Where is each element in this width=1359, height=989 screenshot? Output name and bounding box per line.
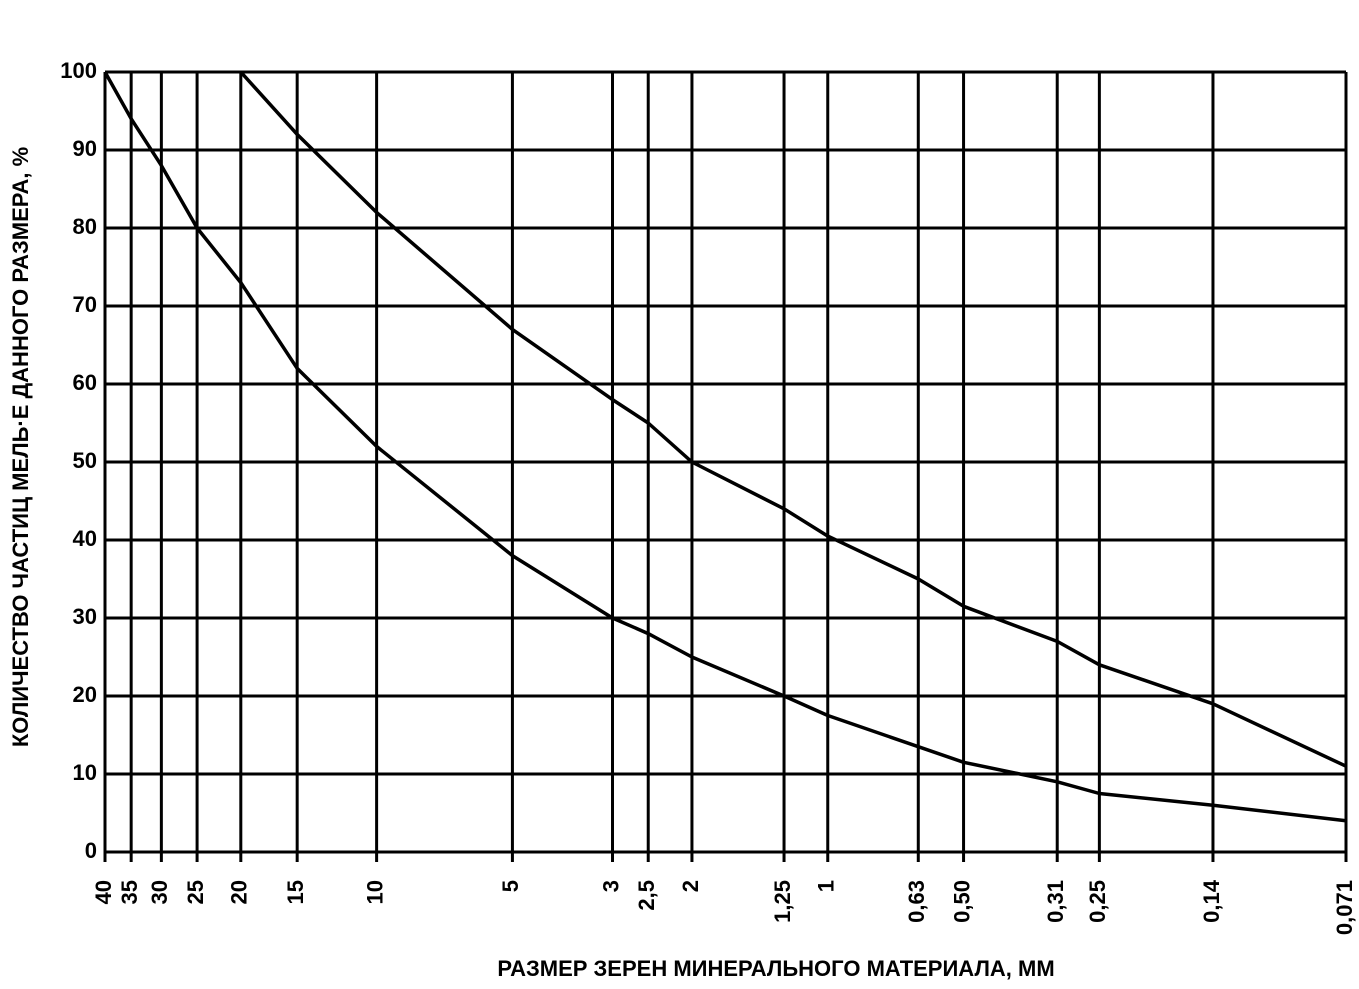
data-line: [239, 70, 1347, 768]
y-tick-label: 0: [85, 838, 97, 863]
x-tick-label: 25: [183, 880, 208, 904]
x-tick-label: 3: [598, 880, 623, 892]
x-tick-label: 0,31: [1043, 880, 1068, 923]
x-tick-label: 2: [678, 880, 703, 892]
x-tick-label: 0,071: [1332, 880, 1357, 935]
x-tick-label: 15: [283, 880, 308, 904]
y-tick-label: 100: [60, 58, 97, 83]
x-tick-label: 1: [814, 880, 839, 892]
y-tick-label: 40: [73, 526, 97, 551]
y-tick-label: 90: [73, 136, 97, 161]
y-tick-label: 20: [73, 682, 97, 707]
y-tick-label: 70: [73, 292, 97, 317]
x-tick-label: 20: [227, 880, 252, 904]
x-tick-label: 0,25: [1085, 880, 1110, 923]
y-tick-label: 30: [73, 604, 97, 629]
x-tick-label: 35: [117, 880, 142, 904]
y-tick-label: 50: [73, 448, 97, 473]
x-axis-label: РАЗМЕР ЗЕРЕН МИНЕРАЛЬНОГО МАТЕРИАЛА, ММ: [497, 956, 1054, 981]
x-tick-label: 0,14: [1199, 879, 1224, 923]
y-tick-label: 10: [73, 760, 97, 785]
x-tick-label: 1,25: [770, 880, 795, 923]
x-tick-label: 0,63: [904, 880, 929, 923]
y-axis-label: КОЛИЧЕСТВО ЧАСТИЦ МЕЛЬ·Е ДАННОГО РАЗМЕРА…: [8, 147, 33, 747]
x-tick-label: 2,5: [634, 880, 659, 911]
x-tick-label: 40: [91, 880, 116, 904]
y-tick-label: 60: [73, 370, 97, 395]
data-line: [103, 71, 1347, 823]
x-tick-label: 30: [147, 880, 172, 904]
x-tick-label: 0,50: [949, 880, 974, 923]
x-tick-label: 5: [498, 880, 523, 892]
y-tick-label: 80: [73, 214, 97, 239]
x-tick-label: 10: [362, 880, 387, 904]
